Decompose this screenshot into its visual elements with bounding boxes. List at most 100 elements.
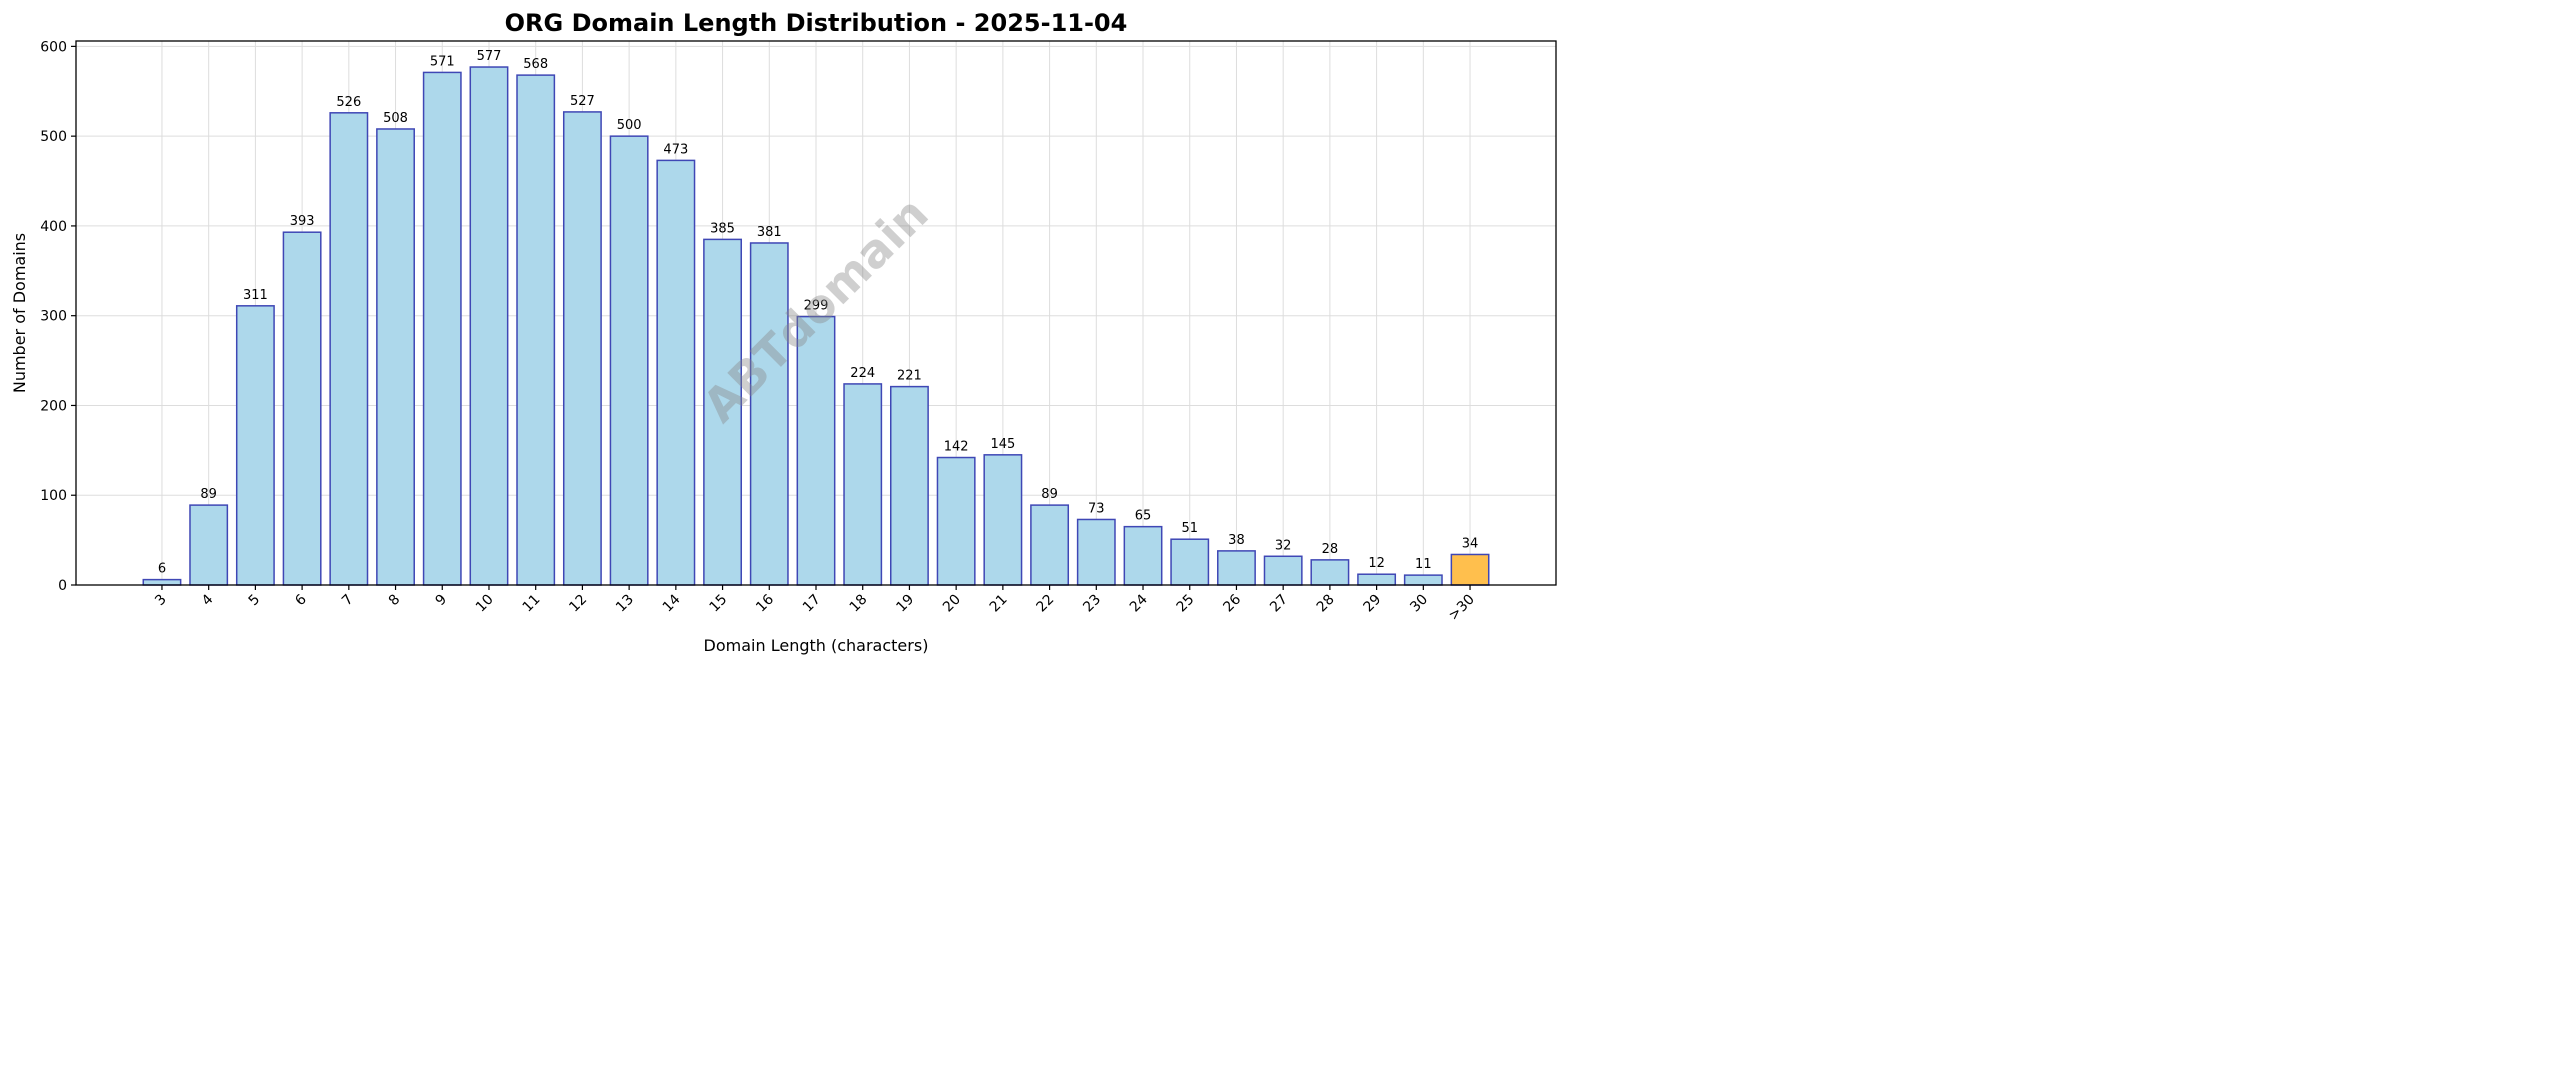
bar xyxy=(1357,573,1397,586)
data-label: 311 xyxy=(243,288,268,303)
x-tick-label: 26 xyxy=(1220,591,1244,615)
data-label: 28 xyxy=(1322,542,1339,557)
bar xyxy=(376,128,415,586)
data-label: 6 xyxy=(158,562,166,577)
x-tick-label: 5 xyxy=(246,592,264,610)
bar xyxy=(843,383,883,586)
bar xyxy=(1217,550,1256,586)
bar xyxy=(749,242,789,586)
x-tick-label: 3 xyxy=(152,592,170,610)
data-label: 473 xyxy=(663,142,688,157)
data-label: 51 xyxy=(1181,521,1198,536)
data-label: 89 xyxy=(200,487,217,502)
bars xyxy=(142,66,1490,586)
y-tick-label: 600 xyxy=(40,39,67,55)
x-tick-label: 17 xyxy=(800,592,824,616)
data-label: 73 xyxy=(1088,501,1105,516)
x-tick-label: 20 xyxy=(940,592,964,616)
x-tick-label: 22 xyxy=(1033,592,1057,616)
x-tick-label: 4 xyxy=(199,591,217,609)
data-label: 508 xyxy=(383,111,408,126)
bar xyxy=(1030,504,1070,586)
x-tick-label: 28 xyxy=(1314,592,1338,616)
data-label: 571 xyxy=(430,54,455,69)
x-tick-label: 12 xyxy=(566,592,590,616)
x-tick-label: 25 xyxy=(1174,592,1198,616)
bar xyxy=(703,238,743,586)
data-label: 34 xyxy=(1462,536,1479,551)
data-label: 385 xyxy=(710,221,735,236)
y-tick-label: 0 xyxy=(58,578,67,594)
x-tick-label: 6 xyxy=(292,591,310,609)
x-tick-label: 24 xyxy=(1127,591,1151,615)
y-tick-label: 500 xyxy=(40,129,67,145)
bar xyxy=(189,504,229,586)
data-label: 299 xyxy=(804,299,829,314)
bar xyxy=(1403,574,1443,586)
y-tick-label: 400 xyxy=(40,219,67,235)
data-label: 224 xyxy=(850,366,875,381)
x-tick-label: 19 xyxy=(893,592,917,616)
bar xyxy=(1170,538,1210,586)
data-label: 381 xyxy=(757,225,782,240)
x-tick-label: 30 xyxy=(1407,592,1431,616)
x-tick-label: 9 xyxy=(432,592,450,610)
bar xyxy=(282,231,322,586)
chart-title: ORG Domain Length Distribution - 2025-11… xyxy=(505,9,1128,37)
bar xyxy=(983,454,1023,586)
data-label: 11 xyxy=(1415,557,1432,572)
data-label: 89 xyxy=(1041,487,1058,502)
x-tick-label: 14 xyxy=(660,591,684,615)
y-tick-label: 100 xyxy=(40,488,67,504)
bar xyxy=(329,112,369,586)
bar xyxy=(1123,525,1163,586)
bar xyxy=(889,385,929,586)
data-label: 65 xyxy=(1135,509,1152,524)
y-axis-label: Number of Domains xyxy=(10,233,29,393)
x-tick-label: 16 xyxy=(753,591,777,615)
data-label: 568 xyxy=(523,57,548,72)
bar xyxy=(422,71,462,586)
data-label: 38 xyxy=(1228,533,1245,548)
bar xyxy=(1450,553,1490,586)
data-label: 527 xyxy=(570,94,595,109)
x-tick-label: 18 xyxy=(847,592,871,616)
data-label: 221 xyxy=(897,369,922,384)
bar xyxy=(1310,559,1350,586)
x-tick-label: 10 xyxy=(473,592,497,616)
bar xyxy=(516,74,556,586)
x-tick-label: 8 xyxy=(386,592,404,610)
bar xyxy=(469,66,509,586)
x-tick-label: 15 xyxy=(706,592,730,616)
data-label: 12 xyxy=(1368,556,1385,571)
data-label: 142 xyxy=(944,440,969,455)
x-tick-label: 27 xyxy=(1267,592,1291,616)
x-tick-label: 21 xyxy=(987,592,1011,616)
data-label: 393 xyxy=(290,214,315,229)
x-tick-label: 13 xyxy=(613,592,637,616)
y-tick-label: 300 xyxy=(40,309,67,325)
data-label: 32 xyxy=(1275,538,1292,553)
x-axis-label: Domain Length (characters) xyxy=(704,636,929,655)
bar xyxy=(235,305,275,586)
y-tick-label: 200 xyxy=(40,398,67,414)
bar xyxy=(1076,518,1116,586)
bar xyxy=(796,315,836,586)
data-label: 526 xyxy=(336,95,361,110)
bar xyxy=(562,111,602,586)
x-tick-label: 29 xyxy=(1361,592,1385,616)
bar xyxy=(656,159,696,586)
x-tick-label: 23 xyxy=(1080,592,1104,616)
bar xyxy=(936,456,976,586)
x-tick-label: 11 xyxy=(520,592,544,616)
data-label: 500 xyxy=(617,118,642,133)
x-axis: 3 4 5 6 7 8 9 10 11 12 13 14 15 16 17 18 19 20 21 22 23 24 25 2… xyxy=(152,585,1478,624)
bar xyxy=(609,135,649,586)
bar xyxy=(142,578,182,586)
data-label: 145 xyxy=(990,437,1015,452)
data-label: 577 xyxy=(477,49,502,64)
x-tick-label: >30 xyxy=(1446,592,1478,624)
x-tick-label: 7 xyxy=(339,592,357,610)
